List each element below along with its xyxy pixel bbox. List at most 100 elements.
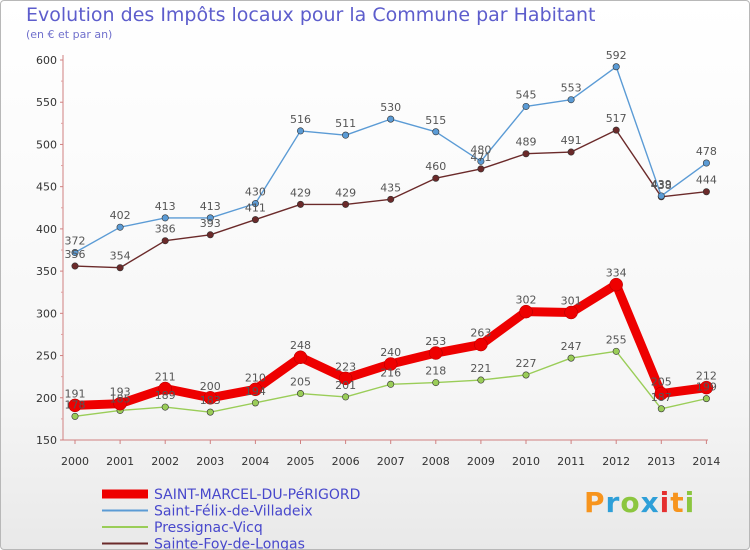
data-label: 248 <box>290 339 311 352</box>
data-label: 435 <box>380 181 401 194</box>
legend-label: SAINT-MARCEL-DU-PéRIGORD <box>154 487 360 503</box>
x-tick-label: 2009 <box>467 455 495 468</box>
data-label: 516 <box>290 113 311 126</box>
data-label: 356 <box>65 248 86 261</box>
data-point <box>477 165 485 173</box>
data-point <box>522 102 530 110</box>
data-label: 227 <box>516 357 537 370</box>
data-label: 386 <box>155 223 176 236</box>
y-tick-label: 200 <box>36 392 57 405</box>
y-tick-label: 600 <box>36 54 57 67</box>
data-label: 411 <box>245 202 266 215</box>
data-point <box>612 347 620 355</box>
data-point <box>251 200 259 208</box>
data-label: 199 <box>696 381 717 394</box>
data-label: 201 <box>335 379 356 392</box>
data-point <box>161 214 169 222</box>
data-point <box>564 305 578 320</box>
data-label: 263 <box>470 327 491 340</box>
x-tick-label: 2014 <box>692 455 720 468</box>
data-point <box>116 264 124 272</box>
legend-label: Saint-Félix-de-Villadeix <box>154 504 313 520</box>
data-label: 223 <box>335 360 356 373</box>
data-label: 178 <box>65 398 86 411</box>
data-point <box>158 381 172 396</box>
data-label: 211 <box>155 370 176 383</box>
x-tick-label: 2006 <box>332 455 360 468</box>
data-label: 413 <box>200 200 221 213</box>
x-tick-label: 2000 <box>61 455 89 468</box>
data-point <box>432 128 440 136</box>
data-label: 183 <box>200 394 221 407</box>
data-label: 545 <box>516 88 537 101</box>
data-point <box>71 249 79 257</box>
data-point <box>432 174 440 182</box>
data-point <box>699 380 714 395</box>
data-label: 301 <box>561 294 582 307</box>
data-point <box>383 357 398 371</box>
data-label: 439 <box>651 178 672 191</box>
x-tick-label: 2001 <box>106 455 134 468</box>
data-point <box>702 188 710 196</box>
data-point <box>251 216 259 224</box>
data-point <box>387 195 395 203</box>
data-label: 480 <box>470 143 491 156</box>
data-point <box>206 214 214 222</box>
legend: SAINT-MARCEL-DU-PéRIGORDSaint-Félix-de-V… <box>102 487 360 550</box>
logo-letter: P <box>584 486 606 519</box>
logo-letter: i <box>684 486 696 519</box>
data-label: 460 <box>425 160 446 173</box>
data-point <box>113 396 127 411</box>
data-point <box>654 386 669 401</box>
data-point <box>296 390 304 398</box>
legend-label: Pressignac-Vicq <box>154 520 263 536</box>
data-label: 413 <box>155 200 176 213</box>
logo-letter: r <box>605 486 621 519</box>
data-point <box>68 398 82 413</box>
data-point <box>612 126 620 134</box>
x-tick-label: 2011 <box>557 455 585 468</box>
data-label: 194 <box>245 385 266 398</box>
data-label: 205 <box>651 376 672 389</box>
data-label: 393 <box>200 217 221 230</box>
data-label: 255 <box>606 333 627 346</box>
x-tick-label: 2003 <box>196 455 224 468</box>
x-tick-label: 2013 <box>647 455 675 468</box>
chart-title: Evolution des Impôts locaux pour la Comm… <box>26 4 596 26</box>
data-point <box>612 63 620 71</box>
y-tick-label: 450 <box>36 181 57 194</box>
logo-letter: x <box>640 486 660 519</box>
data-point <box>71 262 79 270</box>
data-point <box>567 148 575 156</box>
series-layer <box>68 63 714 420</box>
data-label: 302 <box>516 294 537 307</box>
data-point <box>251 399 259 407</box>
data-label: 210 <box>245 371 266 384</box>
data-label: 430 <box>245 186 266 199</box>
chart-subtitle: (en € et par an) <box>26 28 113 41</box>
data-label: 193 <box>110 386 131 399</box>
y-tick-label: 400 <box>36 223 57 236</box>
legend-label: Sainte-Foy-de-Longas <box>154 537 305 550</box>
x-tick-label: 2010 <box>512 455 540 468</box>
data-point <box>206 231 214 239</box>
data-point <box>342 393 350 401</box>
data-label: 191 <box>65 387 86 400</box>
data-point <box>296 200 304 208</box>
data-label: 471 <box>470 151 491 164</box>
data-label: 187 <box>651 391 672 404</box>
data-point <box>519 304 533 319</box>
x-tick-label: 2004 <box>241 455 269 468</box>
y-tick-label: 350 <box>36 265 57 278</box>
data-point <box>432 379 440 387</box>
data-label: 185 <box>110 392 131 405</box>
data-label: 372 <box>65 235 86 248</box>
data-point <box>567 354 575 362</box>
logo-letter: o <box>620 486 641 519</box>
data-label: 253 <box>425 335 446 348</box>
data-label: 189 <box>155 389 176 402</box>
data-label: 491 <box>561 134 582 147</box>
data-point <box>71 412 79 420</box>
x-tick-label: 2005 <box>287 455 315 468</box>
